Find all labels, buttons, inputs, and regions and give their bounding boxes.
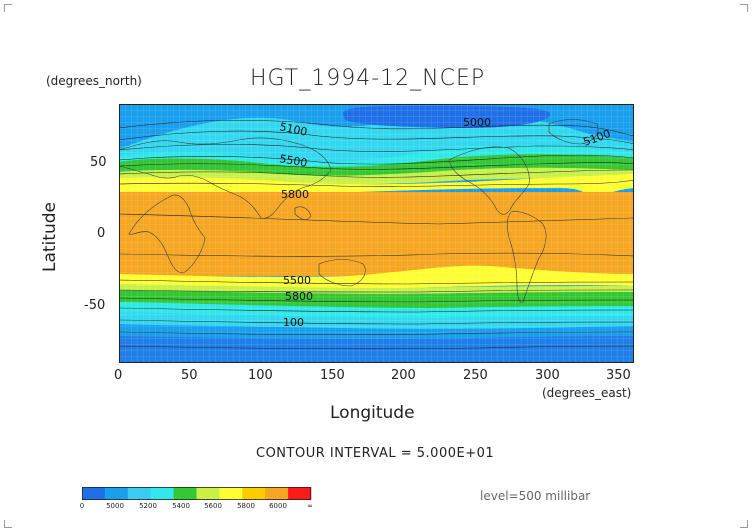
colorbar-swatch <box>104 487 129 500</box>
colorbar-swatch <box>265 487 289 500</box>
x-tick-label: 100 <box>248 368 273 383</box>
colorbar-swatch <box>288 487 312 500</box>
contour-interval-note: CONTOUR INTERVAL = 5.000E+01 <box>256 446 495 461</box>
colorbar-swatches <box>82 487 312 500</box>
grid-overlay <box>119 104 634 363</box>
colorbar-swatch <box>219 487 243 500</box>
level-note: level=500 millibar <box>480 489 591 503</box>
contour-label: 5800 <box>285 290 313 303</box>
contour-label: 5100 <box>278 120 308 139</box>
crop-mark-bottom-left <box>4 520 12 528</box>
x-tick-label: 0 <box>114 368 123 383</box>
crop-mark-bottom-right <box>740 520 748 528</box>
contour-label: 100 <box>283 316 304 329</box>
colorbar-label: 5200 <box>139 502 157 510</box>
colorbar-label: 5000 <box>106 502 124 510</box>
colorbar-label: 0 <box>79 502 85 510</box>
y-tick-label: 50 <box>90 155 107 170</box>
colorbar-swatch <box>127 487 151 500</box>
x-tick-label: 200 <box>391 368 416 383</box>
colorbar-swatch <box>242 487 266 500</box>
plot-frame <box>119 104 634 363</box>
colorbar-swatch <box>196 487 220 500</box>
crop-mark-top-right <box>740 4 748 12</box>
colorbar-label: 5400 <box>172 502 190 510</box>
x-tick-label: 300 <box>535 368 560 383</box>
contour-label: 5500 <box>278 152 308 170</box>
plot-title: HGT_1994-12_NCEP <box>250 66 486 91</box>
colorbar <box>82 487 312 500</box>
colorbar-swatch <box>173 487 197 500</box>
colorbar-swatch <box>82 487 106 500</box>
contour-label: 5800 <box>281 188 309 201</box>
y-axis-title: Latitude <box>40 202 60 272</box>
x-tick-label: 50 <box>181 368 198 383</box>
colorbar-swatch <box>150 487 174 500</box>
contour-label-layer: 5100 5000 5100 5500 5800 5500 5800 100 <box>278 116 612 329</box>
contour-map: 5100 5000 5100 5500 5800 5500 5800 100 <box>119 104 634 363</box>
crop-mark-top-left <box>4 4 12 12</box>
x-axis-title: Longitude <box>330 403 415 423</box>
colorbar-label: ∞ <box>307 502 313 510</box>
y-tick-label: -50 <box>84 298 106 313</box>
y-unit-label: (degrees_north) <box>46 74 142 88</box>
y-tick-label: 0 <box>97 226 106 241</box>
x-tick-label: 350 <box>606 368 631 383</box>
colorbar-label: 5800 <box>237 502 255 510</box>
contour-label: 5500 <box>283 274 311 287</box>
x-tick-label: 150 <box>320 368 345 383</box>
x-unit-label: (degrees_east) <box>542 386 632 400</box>
contour-label: 5000 <box>463 116 491 129</box>
colorbar-label: 6000 <box>269 502 287 510</box>
x-tick-label: 250 <box>463 368 488 383</box>
colorbar-label: 5600 <box>204 502 222 510</box>
